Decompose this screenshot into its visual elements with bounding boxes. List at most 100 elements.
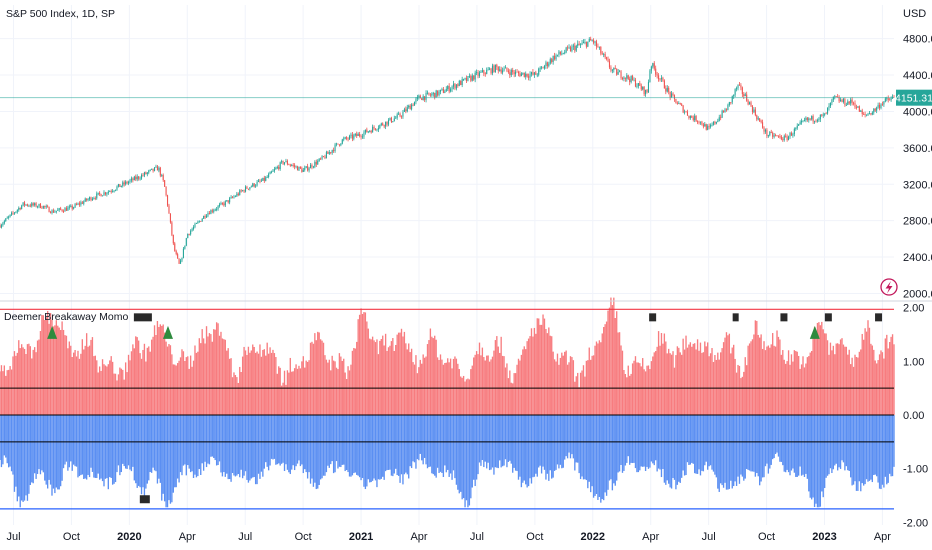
candle-body [671,93,673,98]
candle-body [223,203,225,206]
candle-body [541,67,543,69]
candle-body [590,38,592,41]
candle-body [822,114,824,116]
candle-body [318,158,320,161]
candle-body [185,238,187,246]
candle-body [8,216,10,218]
candle-body [685,111,687,113]
candle-body [262,177,264,181]
candle-body [343,138,345,140]
candle-body [182,248,184,258]
candle-body [538,68,540,75]
candle-body [136,176,138,180]
candle-body [454,83,456,89]
candle-body [883,101,885,105]
candle-body [725,109,728,111]
candle-body [884,98,886,102]
candle-body [503,68,505,71]
indicator-tick-label: 2.00 [903,303,924,315]
candle-body [889,99,891,101]
candle-body [666,87,668,92]
candle-body [542,67,544,69]
candle-body [377,128,379,130]
candle-body [665,88,667,92]
lightning-icon[interactable] [880,278,898,296]
candle-body [139,178,141,180]
candle-body [13,212,15,214]
candle-body [740,85,742,88]
candle-body [93,198,95,199]
candle-body [824,113,826,115]
candle-body [645,89,647,95]
candle-body [406,107,408,112]
candle-body [887,98,889,100]
candle-body [699,121,702,123]
candle-body [294,165,296,167]
candle-body [392,121,394,123]
candle-body [169,213,171,223]
candle-body [444,91,446,93]
candle-body [707,126,709,130]
candle-body [279,162,281,169]
candle-body [559,51,561,54]
candle-body [749,102,751,105]
time-tick-label: Apr [874,531,891,543]
candle-body [627,75,629,79]
candle-body [750,102,752,107]
candle-body [676,103,678,105]
signal-square-top [649,313,657,322]
candle-body [598,46,600,48]
candle-body [321,156,323,159]
time-tick-label: Jul [238,531,252,543]
candle-body [759,118,761,122]
candle-body [48,207,50,213]
candle-body [260,180,262,182]
candle-body [291,165,293,167]
candle-body [601,53,603,55]
candle-body [19,207,21,210]
candle-body [702,124,704,127]
candle-body [399,113,401,117]
candle-body [517,71,520,74]
candle-body [379,124,381,129]
candle-body [83,201,85,204]
candle-body [64,208,66,212]
candle-body [835,96,837,98]
candle-body [307,166,309,171]
candle-body [591,40,593,42]
candle-body [785,135,787,137]
candle-body [398,113,400,115]
candle-body [337,143,339,145]
candle-body [272,170,274,172]
candle-body [403,109,405,113]
candle-body [886,98,888,100]
candle-body [184,245,186,249]
candle-body [515,71,517,75]
candle-body [152,168,154,171]
time-tick-label: Oct [758,531,775,543]
candle-body [174,243,176,252]
candle-body [564,52,566,54]
candle-body [328,152,330,154]
candle-body [324,156,326,159]
candle-body [299,166,301,169]
candle-body [866,114,868,116]
candle-body [689,115,691,119]
signal-square-top [824,313,832,322]
candle-body [243,190,245,192]
candle-body [825,113,827,115]
candle-body [292,165,294,167]
candle-body [695,115,697,122]
candle-body [214,209,216,211]
candle-body [282,161,284,164]
candle-body [467,76,469,81]
candle-body [213,210,215,212]
candle-body [87,199,89,201]
candle-body [619,71,621,73]
candle-body [561,53,563,55]
candle-body [54,211,56,213]
candle-body [864,114,866,115]
candle-body [270,171,273,173]
candle-body [652,63,654,67]
candle-body [705,124,707,130]
